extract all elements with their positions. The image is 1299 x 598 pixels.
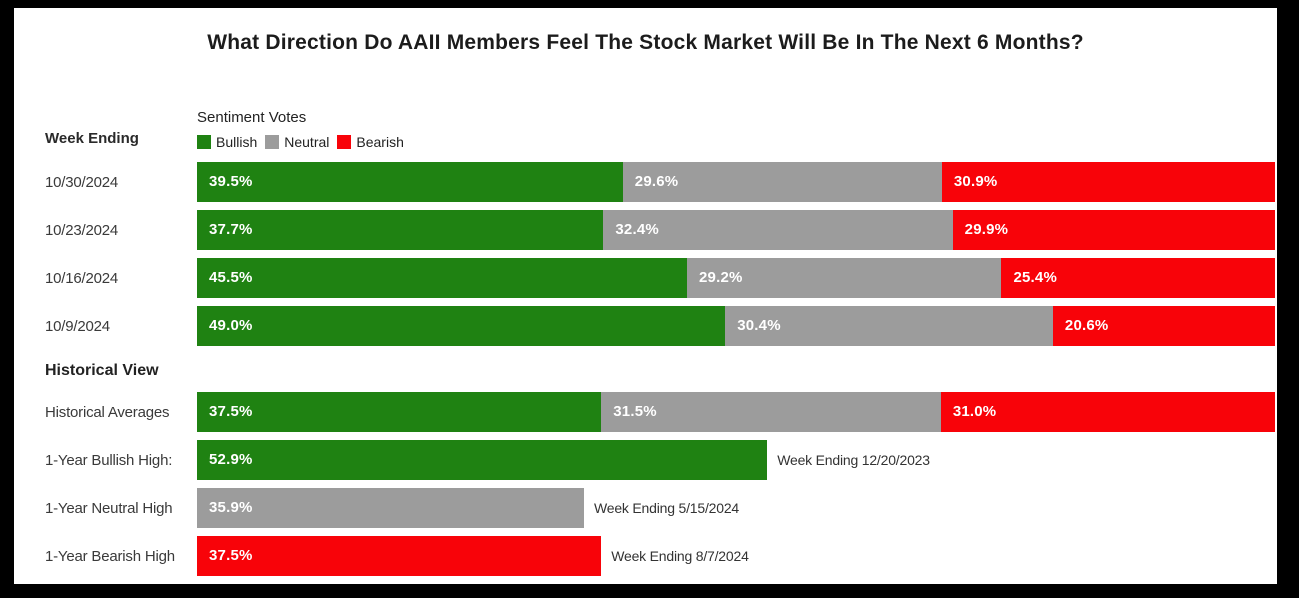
neutral-bar: 29.2% [687,258,1002,298]
chart-row: Historical Averages 37.5% 31.5% 31.0% [14,392,1277,432]
bar-value-label: 52.9% [209,451,253,468]
legend-item-neutral: Neutral [265,134,329,150]
legend-item-bullish: Bullish [197,134,257,150]
weekly-rows: 10/30/2024 39.5% 29.6% 30.9% 10/23/2024 37.7%… [14,162,1277,346]
bar-value-label: 29.6% [634,173,679,190]
historical-rows: Historical Averages 37.5% 31.5% 31.0% 1-Year… [14,392,1277,576]
legend: Bullish Neutral Bearish [197,134,412,150]
historical-view-header: Historical View [45,362,159,379]
chart-row: 10/23/2024 37.7% 32.4% 29.9% [14,210,1277,250]
chart-row: 1-Year Neutral High 35.9% Week Ending 5/15… [14,488,1277,528]
bearish-bar: 29.9% [952,210,1275,250]
row-label: 1-Year Bearish High [45,547,175,565]
bar-group: 37.7% 32.4% 29.9% [197,210,1275,250]
chart-panel: What Direction Do AAII Members Feel The … [14,8,1277,584]
bar-value-label: 39.5% [209,173,253,190]
neutral-swatch-icon [265,135,280,149]
bar-note: Week Ending 5/15/2024 [594,500,739,516]
bar-value-label: 45.5% [209,269,253,286]
legend-label: Bearish [356,134,404,150]
row-label: 10/30/2024 [45,173,119,191]
chart-title: What Direction Do AAII Members Feel The … [207,31,1084,54]
legend-block: Sentiment Votes Bullish Neutral Bearish [197,109,412,150]
neutral-bar: 29.6% [622,162,942,202]
bar-value-label: 29.9% [964,221,1009,238]
bullish-bar: 37.7% [197,210,604,250]
neutral-bar: 30.4% [725,306,1053,346]
bar-value-label: 37.5% [209,403,253,420]
bar-value-label: 37.7% [209,221,253,238]
bearish-bar: 25.4% [1001,258,1275,298]
chart-row: 10/16/2024 45.5% 29.2% 25.4% [14,258,1277,298]
neutral-bar: 32.4% [603,210,953,250]
row-label: 10/16/2024 [45,269,119,287]
bar-value-label: 35.9% [209,499,253,516]
bearish-bar: 31.0% [940,392,1275,432]
bar-value-label: 30.9% [953,173,998,190]
bar-value-label: 25.4% [1013,269,1058,286]
bar-group: 37.5% 31.5% 31.0% [197,392,1275,432]
bar-group: 39.5% 29.6% 30.9% [197,162,1275,202]
bullish-swatch-icon [197,135,211,149]
bearish-bar: 20.6% [1052,306,1275,346]
chart-row: 10/9/2024 49.0% 30.4% 20.6% [14,306,1277,346]
legend-label: Bullish [216,134,258,150]
bar-value-label: 37.5% [209,547,253,564]
legend-label: Neutral [284,134,330,150]
row-label: 1-Year Bullish High: [45,451,173,469]
chart-row: 1-Year Bullish High: 52.9% Week Ending 12/… [14,440,1277,480]
bar-note: Week Ending 12/20/2023 [777,452,930,468]
legend-title: Sentiment Votes [197,109,307,126]
bullish-bar: 37.5% [197,392,602,432]
bar-group: 35.9% Week Ending 5/15/2024 [197,488,1275,528]
bullish-bar: 49.0% [197,306,726,346]
bar-group: 45.5% 29.2% 25.4% [197,258,1275,298]
chart-row: 10/30/2024 39.5% 29.6% 30.9% [14,162,1277,202]
neutral-bar: 35.9% [197,488,584,528]
bar-value-label: 29.2% [699,269,743,286]
bar-value-label: 32.4% [615,221,659,238]
bullish-bar: 52.9% [197,440,768,480]
bar-note: Week Ending 8/7/2024 [611,548,749,564]
chart-row: 1-Year Bearish High 37.5% Week Ending 8/7/… [14,536,1277,576]
bar-group: 37.5% Week Ending 8/7/2024 [197,536,1275,576]
neutral-bar: 31.5% [601,392,941,432]
bearish-bar: 30.9% [941,162,1275,202]
legend-item-bearish: Bearish [337,134,404,150]
row-label: 1-Year Neutral High [45,499,173,517]
legend-section: Week Ending Sentiment Votes Bullish Neutr… [14,109,1277,150]
bar-value-label: 20.6% [1064,317,1109,334]
bullish-bar: 39.5% [197,162,623,202]
bar-group: 52.9% Week Ending 12/20/2023 [197,440,1275,480]
bar-value-label: 31.5% [613,403,657,420]
row-label: 10/23/2024 [45,221,119,239]
bar-value-label: 49.0% [209,317,253,334]
bar-value-label: 31.0% [952,403,997,420]
row-label: 10/9/2024 [45,317,110,335]
bearish-bar: 37.5% [197,536,602,576]
bar-group: 49.0% 30.4% 20.6% [197,306,1275,346]
week-ending-header: Week Ending [45,130,139,147]
row-label: Historical Averages [45,403,170,421]
bullish-bar: 45.5% [197,258,688,298]
bar-value-label: 30.4% [737,317,781,334]
bearish-swatch-icon [337,135,352,149]
